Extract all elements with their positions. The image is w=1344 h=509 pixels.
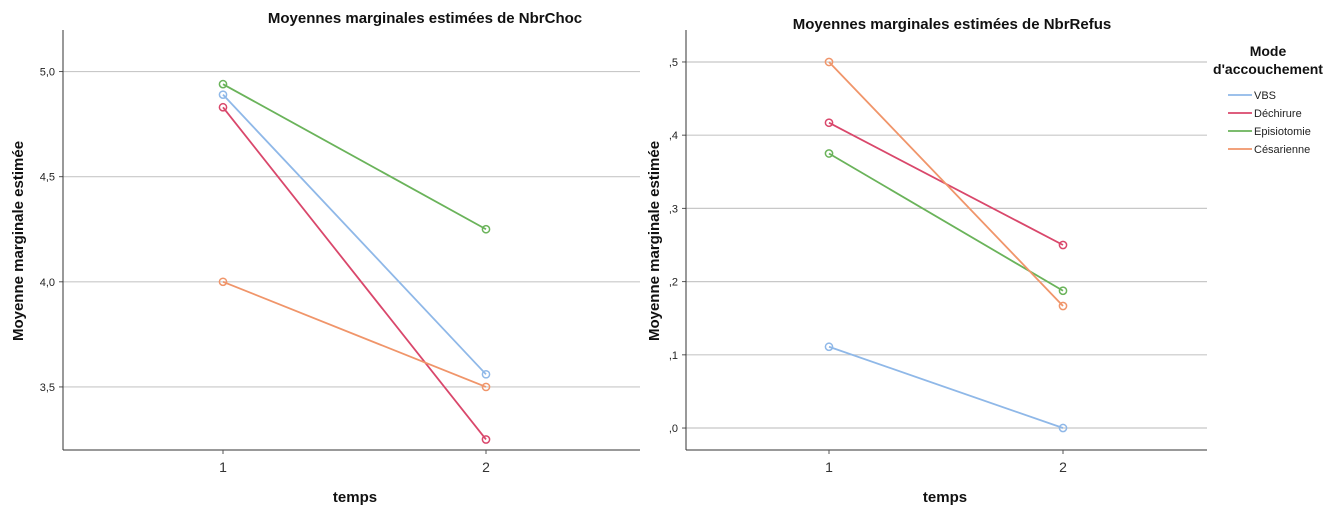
chart-1-series-line-episiotomie <box>222 83 487 231</box>
chart-2-xtick-label: 2 <box>1059 459 1067 475</box>
chart-2-point-dechirure <box>1058 240 1068 250</box>
chart-2-point-dechirure <box>824 118 834 128</box>
chart-2-ylabel: Moyenne marginale estimée <box>646 141 663 341</box>
chart-2-ytick-label: ,2 <box>669 277 678 289</box>
legend-label: Déchirure <box>1254 108 1302 120</box>
chart-2-point-episiotomie <box>1058 286 1068 296</box>
chart-1-series-line-cesarienne <box>222 280 487 388</box>
chart-1-point-dechirure <box>481 435 491 444</box>
chart-2-ytick-label: ,3 <box>669 203 678 215</box>
chart-2-point-vbs <box>1058 423 1068 433</box>
chart-1-point-episiotomie <box>218 79 228 89</box>
chart-1-xlabel: temps <box>333 489 377 506</box>
chart-2-series-line-cesarienne <box>828 61 1064 307</box>
chart-2-xlabel: temps <box>923 489 967 506</box>
chart-1-ytick-label: 4,5 <box>40 172 55 184</box>
chart-1-point-cesarienne <box>481 382 491 392</box>
chart-1-xtick-label: 1 <box>219 459 227 475</box>
chart-1-ylabel: Moyenne marginale estimée <box>10 141 27 341</box>
chart-1-ytick-label: 3,5 <box>40 382 55 394</box>
chart-2-ytick-label: ,1 <box>669 350 678 362</box>
chart-2-ytick-label: ,5 <box>669 57 678 69</box>
chart-2-point-vbs <box>824 342 834 352</box>
chart-2-title: Moyennes marginales estimées de NbrRefus <box>793 16 1111 33</box>
chart-1-point-dechirure <box>218 102 228 112</box>
legend-label: Césarienne <box>1254 144 1310 156</box>
legend-label: VBS <box>1254 90 1276 102</box>
chart-2-series-line-episiotomie <box>828 152 1064 292</box>
chart-1-title: Moyennes marginales estimées de NbrChoc <box>268 10 582 27</box>
chart-1-xtick-label: 2 <box>482 459 490 475</box>
chart-2-ytick-label: ,0 <box>669 423 678 435</box>
chart-2-ytick-label: ,4 <box>669 130 678 142</box>
chart-1-series-line-vbs <box>222 94 487 375</box>
chart-1-point-cesarienne <box>218 277 228 287</box>
chart-1-point-episiotomie <box>481 224 491 234</box>
chart-2-point-episiotomie <box>824 149 834 158</box>
legend-title-line1: Mode <box>1250 43 1287 59</box>
chart-2-xtick-label: 1 <box>825 459 833 475</box>
chart-2-series-line-vbs <box>828 345 1064 429</box>
chart-2-point-cesarienne <box>824 57 834 67</box>
legend-label: Episiotomie <box>1254 126 1311 138</box>
chart-1-point-vbs <box>481 369 491 379</box>
chart-2-point-cesarienne <box>1058 301 1068 311</box>
chart-1-series-line-dechirure <box>222 106 487 441</box>
chart-1-ytick-label: 5,0 <box>40 67 55 79</box>
chart-1-point-vbs <box>218 90 228 100</box>
chart-1-ytick-label: 4,0 <box>40 277 55 289</box>
legend-title-line2: d'accouchement <box>1213 61 1323 77</box>
